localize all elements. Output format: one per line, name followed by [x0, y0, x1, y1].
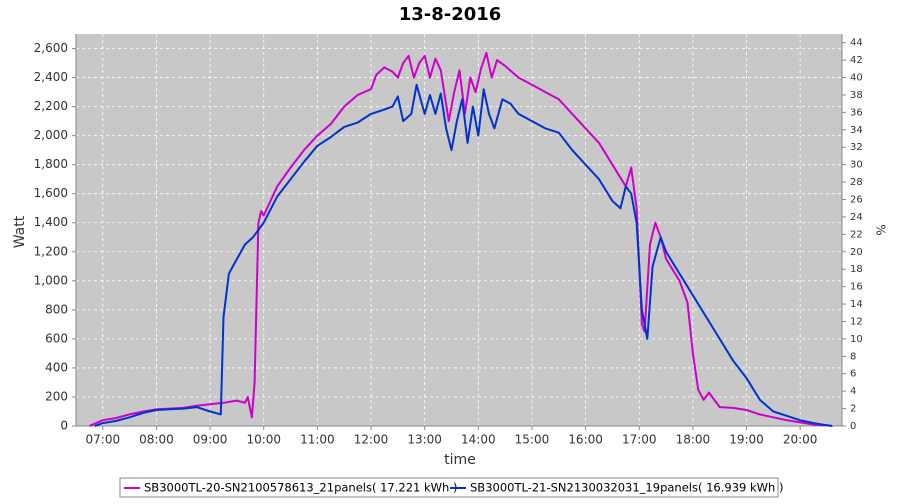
- x-tick-label: 11:00: [300, 433, 335, 447]
- y2-tick-label: 32: [850, 142, 863, 153]
- y2-axis-label: %: [874, 224, 888, 235]
- y2-tick-label: 6: [850, 369, 856, 380]
- x-tick-label: 09:00: [193, 433, 228, 447]
- x-tick-label: 07:00: [86, 433, 121, 447]
- legend-box: [119, 477, 779, 498]
- y2-tick-label: 4: [850, 386, 856, 397]
- y2-tick-label: 14: [850, 299, 863, 310]
- y-tick-label: 2,000: [34, 128, 68, 142]
- y-tick-label: 400: [45, 360, 68, 374]
- plot-area: [76, 34, 842, 426]
- x-tick-label: 13:00: [407, 433, 442, 447]
- y2-tick-label: 30: [850, 160, 863, 171]
- y2-tick-label: 10: [850, 334, 863, 345]
- x-tick-label: 10:00: [246, 433, 281, 447]
- y2-tick-label: 38: [850, 90, 863, 101]
- y2-tick-label: 40: [850, 73, 863, 84]
- y-tick-label: 1,000: [34, 273, 68, 287]
- y-axis-label: Watt: [12, 215, 28, 248]
- series-line: [94, 83, 833, 427]
- y-tick-label: 200: [45, 389, 68, 403]
- y2-tick-label: 34: [850, 125, 863, 136]
- y2-tick-label: 44: [850, 38, 863, 49]
- y-tick-label: 1,400: [34, 215, 68, 229]
- y-tick-label: 2,600: [34, 41, 68, 55]
- y2-tick-label: 8: [850, 351, 856, 362]
- y2-tick-label: 24: [850, 212, 863, 223]
- y2-tick-label: 22: [850, 229, 863, 240]
- y2-tick-label: 0: [850, 421, 856, 432]
- x-tick-label: 16:00: [568, 433, 603, 447]
- x-tick-label: 17:00: [622, 433, 657, 447]
- x-tick-label: 12:00: [354, 433, 389, 447]
- y-tick-label: 600: [45, 331, 68, 345]
- y2-tick-label: 16: [850, 282, 863, 293]
- y-tick-label: 0: [60, 419, 68, 433]
- y-tick-label: 2,200: [34, 99, 68, 113]
- y2-tick-label: 12: [850, 316, 863, 327]
- x-tick-label: 14:00: [461, 433, 496, 447]
- y2-tick-label: 36: [850, 107, 863, 118]
- x-tick-label: 19:00: [729, 433, 764, 447]
- series-line: [89, 51, 833, 427]
- y2-tick-label: 26: [850, 195, 863, 206]
- y-tick-label: 1,200: [34, 244, 68, 258]
- legend-label: SB3000TL-21-SN2130032031_19panels( 16.93…: [470, 481, 783, 495]
- x-tick-label: 18:00: [676, 433, 711, 447]
- y-tick-label: 2,400: [34, 70, 68, 84]
- y2-tick-label: 42: [850, 55, 863, 66]
- y-tick-label: 800: [45, 302, 68, 316]
- y2-tick-label: 28: [850, 177, 863, 188]
- x-tick-label: 08:00: [139, 433, 174, 447]
- x-axis-label: time: [444, 452, 476, 468]
- y2-tick-label: 18: [850, 264, 863, 275]
- x-tick-label: 20:00: [783, 433, 818, 447]
- y2-tick-label: 20: [850, 247, 863, 258]
- chart-title: 13-8-2016: [399, 4, 502, 25]
- y2-tick-label: 2: [850, 404, 856, 415]
- y-tick-label: 1,600: [34, 186, 68, 200]
- x-tick-label: 15:00: [515, 433, 550, 447]
- legend-label: SB3000TL-20-SN2100578613_21panels( 17.22…: [144, 481, 457, 495]
- y-tick-label: 1,800: [34, 157, 68, 171]
